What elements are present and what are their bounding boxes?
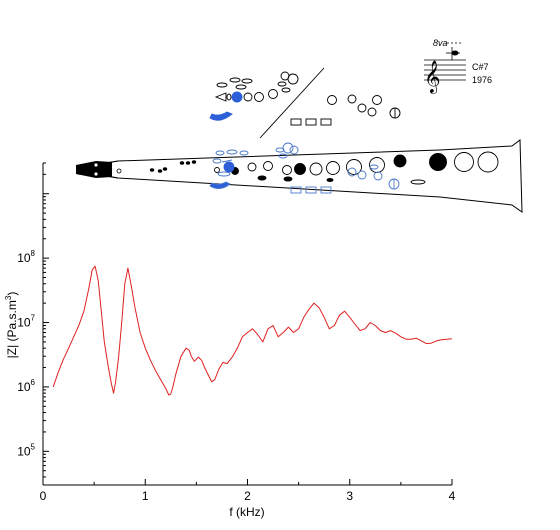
series-layer bbox=[52, 265, 453, 396]
x-ticks: 0 1 2 3 4 bbox=[40, 479, 456, 503]
mouthpiece-icon bbox=[76, 161, 122, 178]
y-ticks: 105 106 107 108 bbox=[17, 162, 49, 486]
tone-holes bbox=[214, 151, 499, 185]
fingering-chart bbox=[209, 67, 401, 139]
y-tick-label: 107 bbox=[17, 314, 35, 330]
treble-clef-icon: 𝄞 bbox=[424, 61, 441, 94]
plot-area: 0 1 2 3 4 105 106 107 108 bbox=[17, 162, 456, 503]
note-staff: 𝄞 8va C#7 1976 bbox=[424, 38, 492, 94]
pressed-keys-overlay bbox=[209, 142, 400, 194]
instrument-illustration: 𝄞 8va C#7 1976 bbox=[76, 38, 523, 213]
y-tick-label: 105 bbox=[17, 442, 35, 458]
x-tick-label: 0 bbox=[40, 489, 47, 503]
clarinet-body bbox=[77, 139, 523, 213]
x-tick-label: 3 bbox=[346, 489, 353, 503]
y-axis-label: |Z| (Pa.s.m3) bbox=[4, 292, 19, 359]
y-tick-label: 108 bbox=[17, 249, 35, 265]
x-tick-label: 1 bbox=[142, 489, 149, 503]
small-keys bbox=[149, 160, 197, 173]
x-axis-label: f (kHz) bbox=[229, 505, 264, 519]
x-tick-label: 2 bbox=[244, 489, 251, 503]
y-tick-label: 106 bbox=[17, 378, 35, 394]
impedance-curve bbox=[52, 265, 453, 396]
octave-mark: 8va bbox=[433, 38, 448, 48]
x-tick-label: 4 bbox=[449, 489, 456, 503]
year-label: 1976 bbox=[472, 75, 492, 85]
note-name: C#7 bbox=[472, 62, 489, 72]
